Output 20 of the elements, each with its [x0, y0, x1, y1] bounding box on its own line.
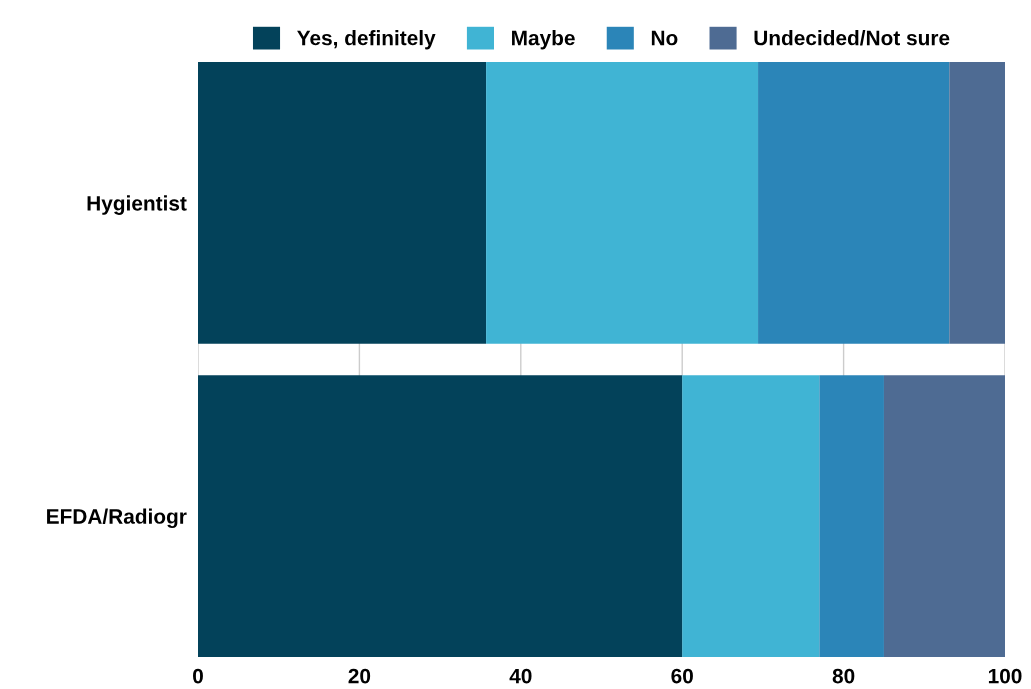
legend-label: Maybe — [512, 30, 575, 50]
legend-label: Undecided/Not sure — [754, 30, 950, 46]
bar — [198, 375, 683, 657]
y-tick-label: Hygientist — [87, 195, 187, 215]
bar — [758, 62, 950, 344]
x-tick-label: 80 — [832, 668, 855, 684]
bar — [682, 375, 820, 657]
bar — [883, 375, 1005, 657]
bar — [198, 62, 487, 344]
x-tick-label: 0 — [193, 668, 203, 684]
legend-label: Yes, definitely — [297, 30, 436, 50]
x-tick-label: 60 — [671, 668, 693, 684]
legend-label: No — [651, 30, 678, 46]
bar — [819, 375, 884, 657]
x-tick-label: 40 — [509, 668, 532, 684]
bar — [949, 62, 1005, 344]
x-tick-label: 100 — [988, 668, 1022, 684]
x-tick-label: 20 — [348, 668, 371, 684]
bar — [486, 62, 759, 344]
y-tick-label: EFDA/Radiogr — [47, 508, 187, 529]
